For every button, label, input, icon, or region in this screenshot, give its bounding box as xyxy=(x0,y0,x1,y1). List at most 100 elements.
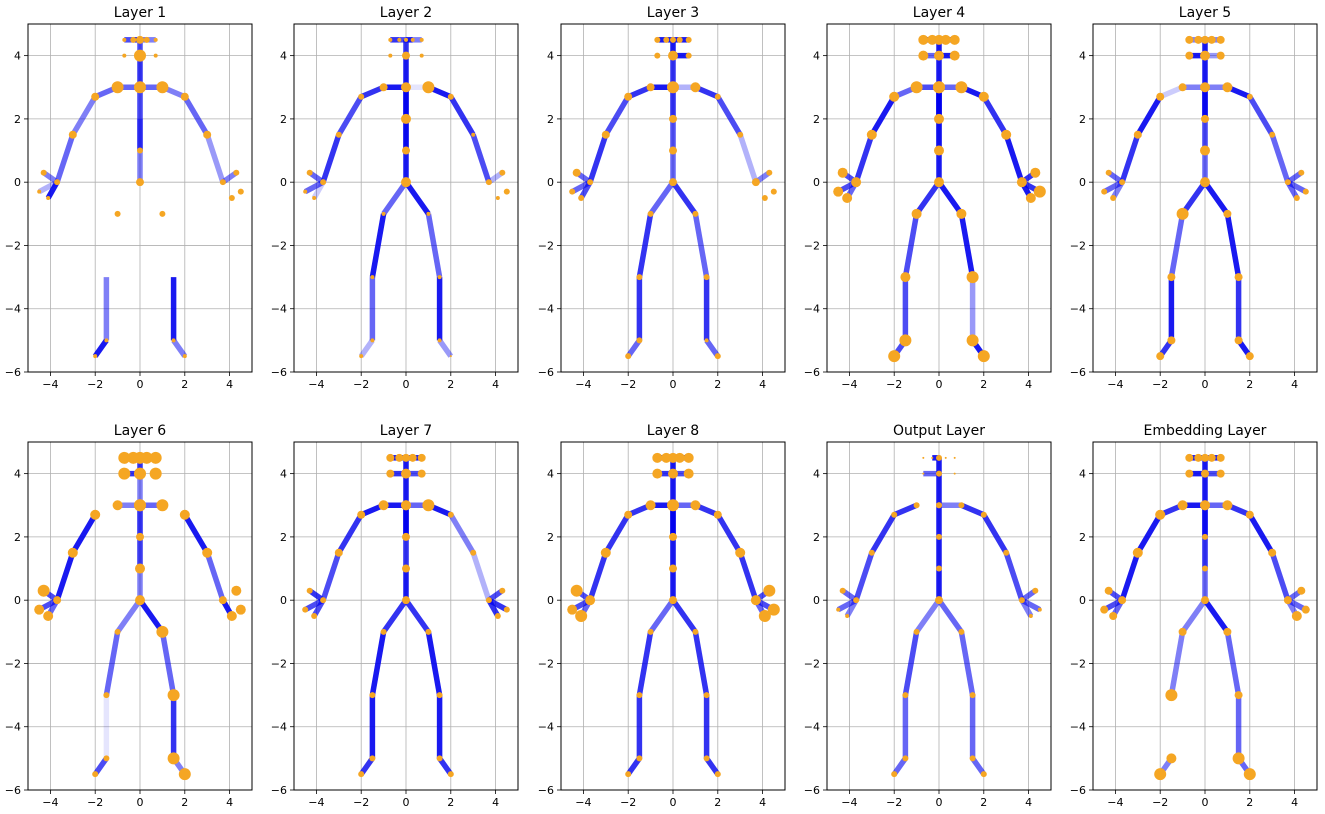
joint-point xyxy=(402,564,410,573)
joint-point xyxy=(703,692,710,699)
joint-point xyxy=(1291,611,1302,621)
joint-point xyxy=(1216,453,1225,462)
bone-segment xyxy=(603,513,631,555)
bone-segment xyxy=(204,133,226,184)
bone-segment xyxy=(715,513,743,555)
joint-point xyxy=(646,83,655,92)
bone-segment xyxy=(1159,84,1184,100)
bone-segment xyxy=(448,513,476,555)
joint-point xyxy=(1194,453,1203,462)
joint-point xyxy=(219,179,226,186)
joint-point xyxy=(891,511,898,518)
joint-point xyxy=(936,454,942,461)
joint-point xyxy=(135,595,145,606)
y-tick-label: −4 xyxy=(271,721,287,734)
panel-title: Layer 5 xyxy=(1179,5,1231,21)
joint-point xyxy=(770,188,777,195)
joint-point xyxy=(381,211,386,216)
joint-point xyxy=(118,451,131,464)
x-tick-label: −4 xyxy=(575,378,591,391)
joint-point xyxy=(180,92,189,101)
y-tick-label: 2 xyxy=(813,531,820,544)
joint-point xyxy=(1132,547,1143,558)
joint-point xyxy=(404,37,408,42)
x-tick-label: 0 xyxy=(670,378,677,391)
joint-point xyxy=(1301,605,1310,614)
joint-point xyxy=(889,91,900,102)
panel: Embedding Layer −4 −2 0 2 4 −6 −4 −2 0 2 4 xyxy=(1070,423,1318,809)
y-tick-label: 2 xyxy=(1079,113,1086,126)
joint-point xyxy=(503,188,510,195)
bone-segment xyxy=(1247,513,1275,555)
joint-point xyxy=(320,179,327,186)
bone-segment xyxy=(648,180,676,216)
joint-point xyxy=(37,584,50,597)
joint-point xyxy=(1185,35,1194,44)
bone-segment xyxy=(625,338,642,358)
joint-point xyxy=(410,37,415,42)
joint-point xyxy=(600,547,611,558)
joint-point xyxy=(422,499,435,512)
joint-point xyxy=(913,502,920,509)
joint-point xyxy=(40,169,47,176)
joint-point xyxy=(447,511,454,518)
y-tick-label: −4 xyxy=(1070,721,1086,734)
x-tick-label: 2 xyxy=(714,796,721,809)
joint-point xyxy=(92,771,99,778)
joint-point xyxy=(93,354,98,359)
joint-point xyxy=(737,131,744,138)
joint-point xyxy=(499,587,506,594)
joint-point xyxy=(1119,179,1126,186)
bone-segment xyxy=(182,513,210,555)
joint-point xyxy=(218,596,227,605)
joint-point xyxy=(758,610,771,622)
y-tick-label: −2 xyxy=(1070,657,1086,670)
joint-point xyxy=(422,81,435,94)
bone-segment xyxy=(1180,598,1208,634)
x-tick-label: −2 xyxy=(620,796,636,809)
joint-point xyxy=(1216,35,1225,44)
bone-segment xyxy=(360,84,385,100)
y-tick-label: −4 xyxy=(271,303,287,316)
x-tick-label: 0 xyxy=(137,796,144,809)
joint-point xyxy=(958,502,965,509)
joint-point xyxy=(1155,509,1166,520)
joint-point xyxy=(118,467,131,480)
joint-point xyxy=(127,451,140,464)
joint-point xyxy=(585,595,596,606)
bone-segment xyxy=(737,551,759,602)
joint-point xyxy=(153,53,158,58)
bone-segment xyxy=(486,598,501,618)
x-tick-label: 4 xyxy=(1291,796,1298,809)
joint-point xyxy=(134,81,146,94)
x-tick-label: −4 xyxy=(1107,378,1123,391)
bone-segment xyxy=(437,338,454,358)
joint-point xyxy=(130,36,137,43)
x-tick-label: −2 xyxy=(87,378,103,391)
joint-point xyxy=(395,453,404,462)
joint-point xyxy=(1223,209,1232,218)
joint-point xyxy=(1156,352,1165,361)
y-tick-label: −2 xyxy=(5,239,21,252)
joint-point xyxy=(980,511,987,518)
joint-point xyxy=(669,532,677,541)
x-tick-label: −2 xyxy=(620,378,636,391)
x-tick-label: 4 xyxy=(492,796,499,809)
bone-segment xyxy=(54,551,76,602)
joint-point xyxy=(425,628,432,635)
joint-point xyxy=(136,178,144,187)
bone-segment xyxy=(936,180,964,216)
y-tick-label: 0 xyxy=(813,594,820,607)
joint-point xyxy=(669,114,677,123)
joint-point xyxy=(402,146,410,155)
joint-point xyxy=(936,565,942,572)
joint-point xyxy=(949,34,960,45)
joint-point xyxy=(370,338,375,343)
bone-segment xyxy=(303,179,325,195)
bone-segment xyxy=(1168,631,1186,696)
joint-point xyxy=(1178,83,1187,92)
x-tick-label: 2 xyxy=(980,796,987,809)
joint-point xyxy=(302,606,309,613)
bone-segment xyxy=(1247,95,1275,137)
joint-point xyxy=(379,83,388,92)
